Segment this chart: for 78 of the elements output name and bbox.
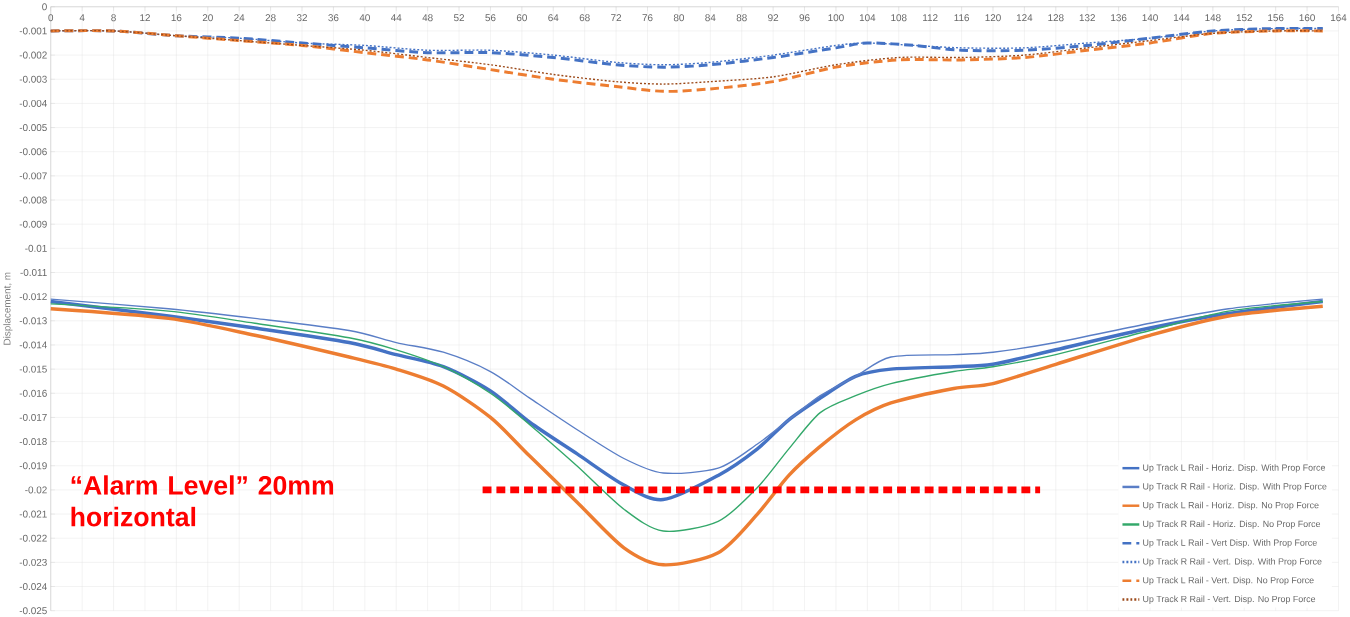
y-tick-label: -0.018 <box>19 437 47 445</box>
y-tick-label: -0.006 <box>19 147 47 155</box>
legend-label: Up Track R Rail - Vert. Disp. No Prop Force <box>1143 595 1316 604</box>
x-tick-label: 156 <box>1268 13 1284 21</box>
x-tick-label: 12 <box>140 13 150 21</box>
y-tick-label: -0.009 <box>19 220 47 228</box>
x-tick-label: 128 <box>1048 13 1064 21</box>
y-tick-label: 0 <box>42 3 47 11</box>
y-tick-label: -0.015 <box>19 365 47 373</box>
x-tick-label: 108 <box>891 13 907 21</box>
legend-label: Up Track L Rail - Horiz. Disp. With Prop Force <box>1143 463 1326 473</box>
x-tick-label: 48 <box>422 13 433 21</box>
x-tick-label: 56 <box>485 13 496 21</box>
y-tick-label: -0.008 <box>19 196 47 204</box>
legend-label: Up Track L Rail - Vert. Disp. No Prop Force <box>1143 576 1314 585</box>
y-tick-label: -0.01 <box>25 244 47 252</box>
x-tick-label: 64 <box>548 13 559 21</box>
x-tick-label: 40 <box>359 13 370 21</box>
x-tick-label: 44 <box>390 13 402 21</box>
x-tick-label: 148 <box>1205 13 1221 21</box>
y-tick-label: -0.002 <box>19 51 47 59</box>
y-tick-label: -0.016 <box>19 389 47 397</box>
x-tick-label: 92 <box>768 13 779 21</box>
y-tick-label: -0.022 <box>19 534 47 542</box>
x-tick-label: 132 <box>1079 13 1095 21</box>
y-tick-label: -0.02 <box>25 486 47 494</box>
x-tick-label: 84 <box>705 13 716 21</box>
y-tick-label: -0.012 <box>19 292 47 300</box>
y-tick-label: -0.019 <box>19 462 47 469</box>
y-tick-label: -0.021 <box>19 510 47 518</box>
y-tick-label: -0.013 <box>19 317 47 325</box>
legend-label: Up Track R Rail - Horiz. Disp. No Prop Force <box>1143 520 1321 529</box>
y-tick-label: -0.014 <box>19 341 47 349</box>
x-tick-label: 76 <box>642 13 653 21</box>
y-tick-label: -0.003 <box>19 75 47 83</box>
x-tick-label: 116 <box>954 13 970 21</box>
y-tick-label: -0.023 <box>19 558 47 566</box>
x-tick-label: 144 <box>1173 13 1190 21</box>
y-tick-label: -0.005 <box>19 123 47 131</box>
y-tick-label: -0.007 <box>19 172 47 180</box>
legend-label: Up Track L Rail - Vert Disp. With Prop Force <box>1143 539 1317 548</box>
x-tick-label: 136 <box>1111 13 1127 21</box>
x-tick-label: 88 <box>736 13 747 21</box>
x-tick-label: 0 <box>48 13 54 21</box>
legend-label: Up Track R Rail - Horiz. Disp. With Prop Force <box>1143 482 1327 492</box>
x-tick-label: 60 <box>516 13 527 21</box>
annotation: “Alarm Level” 20mm horizontal <box>71 475 334 527</box>
x-tick-label: 96 <box>799 13 810 21</box>
x-tick-label: 112 <box>923 13 938 21</box>
x-tick-label: 160 <box>1299 13 1315 21</box>
x-tick-label: 52 <box>453 13 465 21</box>
y-tick-label: -0.001 <box>19 27 47 35</box>
x-tick-label: 152 <box>1236 13 1252 21</box>
x-tick-label: 28 <box>265 13 276 21</box>
x-tick-label: 72 <box>611 13 622 21</box>
x-tick-label: 80 <box>673 13 685 21</box>
y-tick-label: -0.011 <box>20 268 47 276</box>
y-tick-label: -0.017 <box>19 413 47 421</box>
y-tick-label: -0.025 <box>19 606 47 614</box>
x-tick-label: 32 <box>296 13 307 21</box>
x-tick-label: 68 <box>579 13 590 21</box>
x-tick-label: 100 <box>828 13 844 21</box>
x-tick-label: 24 <box>234 13 245 21</box>
x-tick-label: 20 <box>202 13 213 21</box>
y-tick-label: -0.004 <box>19 99 47 107</box>
x-tick-label: 164 <box>1331 13 1347 21</box>
x-tick-label: 8 <box>111 13 116 21</box>
y-tick-label: -0.024 <box>19 582 47 590</box>
x-tick-label: 124 <box>1016 13 1033 21</box>
legend-label: Up Track L Rail - Horiz. Disp. No Prop Force <box>1143 501 1319 510</box>
x-tick-label: 4 <box>79 13 85 21</box>
x-tick-label: 140 <box>1142 13 1158 21</box>
x-tick-label: 36 <box>328 13 339 21</box>
x-tick-label: 120 <box>985 13 1001 21</box>
x-tick-label: 104 <box>859 13 876 21</box>
x-tick-label: 16 <box>171 13 182 21</box>
legend-label: Up Track R Rail - Vert. Disp. With Prop Force <box>1143 557 1322 567</box>
y-axis-title: Displacement, m <box>3 272 13 345</box>
